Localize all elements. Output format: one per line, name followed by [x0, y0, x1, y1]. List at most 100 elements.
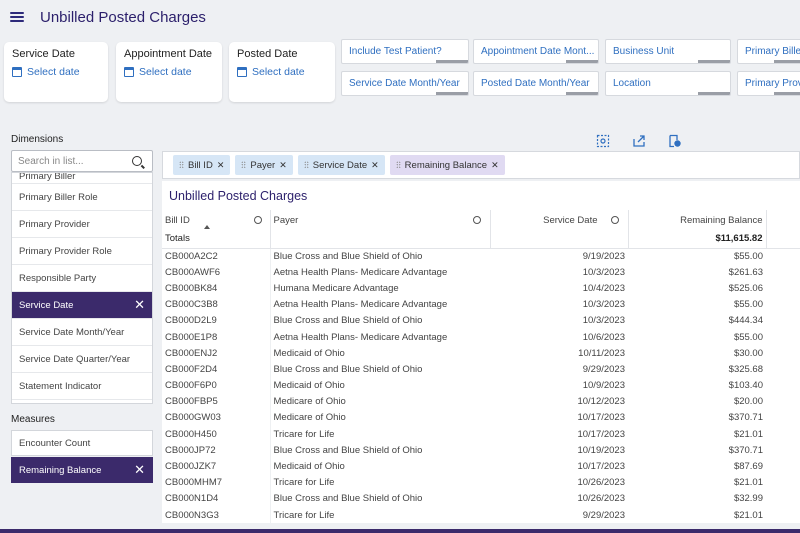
table-row[interactable]: CB000JZK7 Medicaid of Ohio 10/17/2023 $87.6… [162, 458, 800, 475]
table-row[interactable]: CB000FBP5 Medicare of Ohio 10/12/2023 $20.0… [162, 393, 800, 410]
table-row[interactable]: CB000A2C2 Blue Cross and Blue Shield of O… [162, 248, 800, 265]
remove-icon[interactable]: ✕ [134, 462, 145, 477]
search-icon[interactable] [472, 216, 481, 224]
service-date-filter[interactable]: Service Date Select date [4, 42, 108, 102]
search-icon[interactable] [610, 216, 619, 224]
filter-chip[interactable]: Primary Provi [737, 71, 800, 96]
filter-chip[interactable]: Appointment Date Mont... [473, 39, 599, 64]
search-icon[interactable] [254, 216, 262, 224]
table-row[interactable]: CB000N1D4 Blue Cross and Blue Shield of O… [162, 490, 800, 507]
top-bar: Unbilled Posted Charges [0, 0, 800, 34]
drag-handle-icon[interactable] [303, 161, 309, 169]
table-row[interactable]: CB000MHM7 Tricare for Life 10/26/2023 $21.0… [162, 474, 800, 491]
dimension-item-selected[interactable]: Service Date ✕ [12, 292, 152, 319]
dimension-item[interactable]: Primary Biller Role [12, 184, 152, 211]
hamburger-menu-icon[interactable] [10, 12, 24, 22]
measure-item-selected[interactable]: Remaining Balance ✕ [11, 457, 153, 483]
totals-cell [490, 230, 629, 249]
payer-cell: Blue Cross and Blue Shield of Ohio [273, 315, 423, 327]
filter-chip[interactable]: Service Date Month/Year [341, 71, 469, 96]
spacer-cell [766, 248, 800, 264]
column-chip-payer[interactable]: Payer ✕ [235, 155, 293, 175]
spacer-cell [766, 410, 800, 426]
spacer-cell [766, 394, 800, 410]
dimension-item[interactable]: Primary Biller [12, 173, 152, 184]
dimension-list[interactable]: Primary Biller Primary Biller Role Prima… [11, 172, 153, 404]
bill-id-cell: CB000MHM7 [162, 474, 271, 491]
export-icon[interactable] [632, 134, 646, 148]
remove-icon[interactable]: ✕ [371, 159, 379, 170]
table-row[interactable]: CB000GW03 Medicare of Ohio 10/17/2023 $370.… [162, 409, 800, 427]
table-row[interactable]: CB000AWF6 Aetna Health Plans- Medicare Ad… [162, 264, 800, 281]
table-row[interactable]: CB000F6P0 Medicaid of Ohio 10/9/2023 $103.4… [162, 377, 800, 394]
filter-chip[interactable]: Location [605, 71, 731, 96]
drag-handle-icon[interactable] [179, 161, 184, 169]
posted-date-filter[interactable]: Posted Date Select date [229, 42, 335, 102]
remove-icon[interactable]: ✕ [134, 297, 145, 312]
column-header-bill-id[interactable]: Bill ID [162, 210, 271, 230]
report-title: Unbilled Posted Charges [169, 189, 308, 203]
drag-handle-icon[interactable] [241, 161, 247, 169]
filter-label: Appointment Date [124, 48, 213, 60]
payer-cell: Medicaid of Ohio [273, 461, 345, 473]
appointment-date-filter[interactable]: Appointment Date Select date [116, 42, 222, 102]
drag-handle-icon[interactable] [395, 161, 401, 169]
table-row[interactable]: CB000F2D4 Blue Cross and Blue Shield of O… [162, 361, 800, 378]
table-row[interactable]: CB000D2L9 Blue Cross and Blue Shield of O… [162, 312, 800, 329]
column-chip-service-date[interactable]: Service Date ✕ [297, 155, 385, 175]
calendar-icon [237, 67, 247, 77]
remaining-balance-cell: $103.40 [728, 380, 763, 392]
payer-cell: Medicare of Ohio [273, 412, 346, 424]
dimension-item[interactable]: Statement Indicator [12, 373, 152, 400]
column-chips-bar: Bill ID ✕ Payer ✕ Service Date ✕ Remaining … [162, 151, 800, 179]
page-title: Unbilled Posted Charges [40, 8, 206, 26]
select-region-icon[interactable] [596, 134, 610, 148]
column-header-service-date[interactable]: Service Date [490, 210, 629, 230]
remaining-balance-cell: $20.00 [733, 396, 763, 408]
measure-item[interactable]: Encounter Count [11, 430, 153, 456]
search-icon[interactable] [132, 156, 142, 166]
dimension-search[interactable] [11, 150, 153, 172]
table-row[interactable]: CB000JP72 Blue Cross and Blue Shield of O… [162, 442, 800, 459]
payer-cell: Aetna Health Plans- Medicare Advantage [273, 299, 448, 311]
filter-chip[interactable]: Posted Date Month/Year [473, 71, 599, 96]
remaining-balance-cell: $32.99 [733, 493, 763, 505]
column-header-remaining-balance[interactable]: Remaining Balance [628, 210, 767, 230]
report-table: Bill ID Payer Service Date Remaining Bal… [162, 210, 800, 523]
column-chip-remaining-balance[interactable]: Remaining Balance ✕ [389, 155, 505, 175]
dimension-item[interactable]: Service Date Quarter/Year [12, 346, 152, 373]
column-header-payer[interactable]: Payer [270, 210, 491, 230]
table-row[interactable]: CB000E1P8 Aetna Health Plans- Medicare Ad… [162, 328, 800, 346]
table-row[interactable]: CB000C3B8 Aetna Health Plans- Medicare Ad… [162, 296, 800, 313]
select-date-link[interactable]: Select date [237, 66, 327, 78]
filter-chip[interactable]: Primary Biller [737, 39, 800, 64]
remove-icon[interactable]: ✕ [279, 159, 287, 170]
bill-id-cell: CB000F6P0 [162, 377, 271, 394]
dimension-item[interactable]: Primary Provider [12, 211, 152, 238]
filter-chip[interactable]: Include Test Patient? [341, 39, 469, 64]
remove-icon[interactable]: ✕ [491, 159, 499, 170]
table-row[interactable]: CB000N3G3 Tricare for Life 9/29/2023 $21.01 [162, 507, 800, 523]
dimension-item[interactable]: Responsible Party [12, 265, 152, 292]
select-date-link[interactable]: Select date [12, 66, 100, 78]
totals-cell [270, 230, 491, 249]
table-row[interactable]: CB000H450 Tricare for Life 10/17/2023 $21.0… [162, 426, 800, 443]
bill-id-cell: CB000F2D4 [162, 361, 271, 378]
select-date-link[interactable]: Select date [124, 66, 214, 78]
bill-id-cell: CB000A2C2 [162, 248, 271, 265]
filter-chip[interactable]: Business Unit [605, 39, 731, 64]
dimension-item[interactable]: Service Date Month/Year [12, 319, 152, 346]
bill-id-cell: CB000BK84 [162, 280, 271, 297]
totals-row: Totals $11,615.82 [162, 230, 800, 249]
search-input[interactable] [18, 155, 128, 167]
column-chip-bill-id[interactable]: Bill ID ✕ [173, 155, 231, 175]
bill-id-cell: CB000C3B8 [162, 296, 271, 313]
dimension-item[interactable]: Primary Provider Role [12, 238, 152, 265]
service-date-cell: 10/19/2023 [577, 444, 625, 456]
remove-icon[interactable]: ✕ [216, 159, 225, 170]
schedule-icon[interactable] [668, 134, 682, 148]
table-row[interactable]: CB000ENJ2 Medicaid of Ohio 10/11/2023 $30.0… [162, 345, 800, 362]
table-row[interactable]: CB000BK84 Humana Medicare Advantage 10/4/2… [162, 280, 800, 297]
bill-id-cell: CB000AWF6 [162, 264, 271, 281]
sort-ascending-icon[interactable] [204, 225, 210, 229]
